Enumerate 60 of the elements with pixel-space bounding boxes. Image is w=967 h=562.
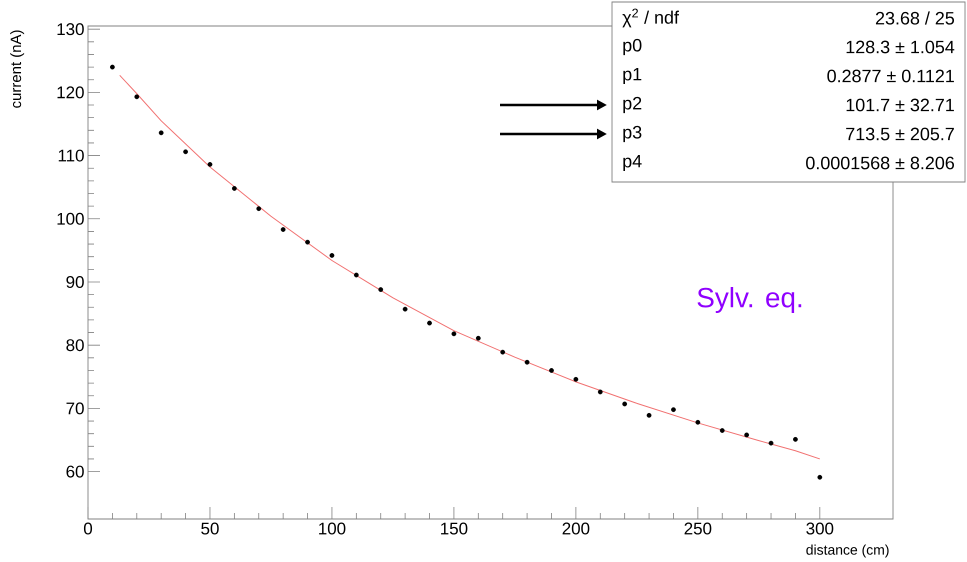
x-tick-label: 0: [84, 522, 92, 535]
annotation: p2: [623, 96, 642, 114]
y-tick-label: 130: [58, 23, 84, 36]
point: [208, 162, 212, 167]
point: [622, 402, 628, 406]
point: [134, 94, 140, 100]
y-axis-title: current (nA): [10, 30, 24, 108]
annotation: 713.5 ± 205.7: [846, 128, 954, 140]
annotation: p4: [623, 154, 642, 172]
point: [256, 206, 262, 212]
point: [817, 474, 822, 480]
point: [671, 407, 676, 412]
annotation: Sylv. eq.: [698, 287, 802, 313]
x-tick-label: 250: [684, 522, 712, 535]
x-tick-label: 300: [806, 522, 834, 535]
point: [476, 336, 481, 341]
text: 23.68 / 25: [876, 11, 954, 25]
x-axis-title: distance (cm): [806, 544, 889, 558]
x-tick-label: 200: [562, 522, 590, 535]
y-tick-label: 110: [58, 150, 84, 162]
point: [354, 272, 359, 278]
point: [646, 412, 652, 418]
point: [280, 227, 286, 232]
point: [330, 253, 334, 258]
point: [500, 350, 506, 355]
point: [720, 428, 725, 433]
point: [549, 368, 554, 373]
y-tick-label: 60: [66, 466, 84, 478]
x-tick-label: 100: [319, 522, 346, 535]
annotation: 128.3 ± 1.054: [846, 40, 954, 54]
x-tick-label: 50: [201, 522, 219, 535]
point: [183, 149, 188, 154]
annotation: χ$^{2}$ / ndf: [622, 8, 679, 28]
annotation: p0: [623, 38, 642, 56]
point: [402, 306, 408, 312]
point: [158, 130, 164, 136]
annotation: 101.7 ± 32.71: [846, 98, 954, 112]
point: [232, 186, 237, 191]
y-tick-label: 80: [66, 339, 84, 352]
point: [305, 240, 310, 245]
y-tick-label: 90: [66, 276, 84, 288]
point: [573, 376, 578, 382]
annotation: 0.2877 ± 0.1121: [827, 70, 954, 82]
x-tick-label: 150: [441, 522, 468, 535]
point: [452, 331, 456, 336]
annotation: p3: [623, 126, 642, 142]
y-tick-label: 70: [66, 402, 84, 414]
point: [744, 432, 750, 438]
point: [768, 440, 774, 446]
point: [695, 420, 700, 425]
point: [378, 287, 384, 292]
y-tick-label: 120: [58, 86, 84, 98]
point: [598, 390, 603, 394]
point: [524, 360, 530, 365]
annotation: 0.0001568 ± 8.206: [806, 156, 954, 170]
point: [427, 320, 432, 326]
point: [110, 64, 115, 70]
point: [793, 436, 798, 442]
annotation: p1: [623, 68, 642, 84]
y-tick-label: 100: [58, 212, 84, 225]
